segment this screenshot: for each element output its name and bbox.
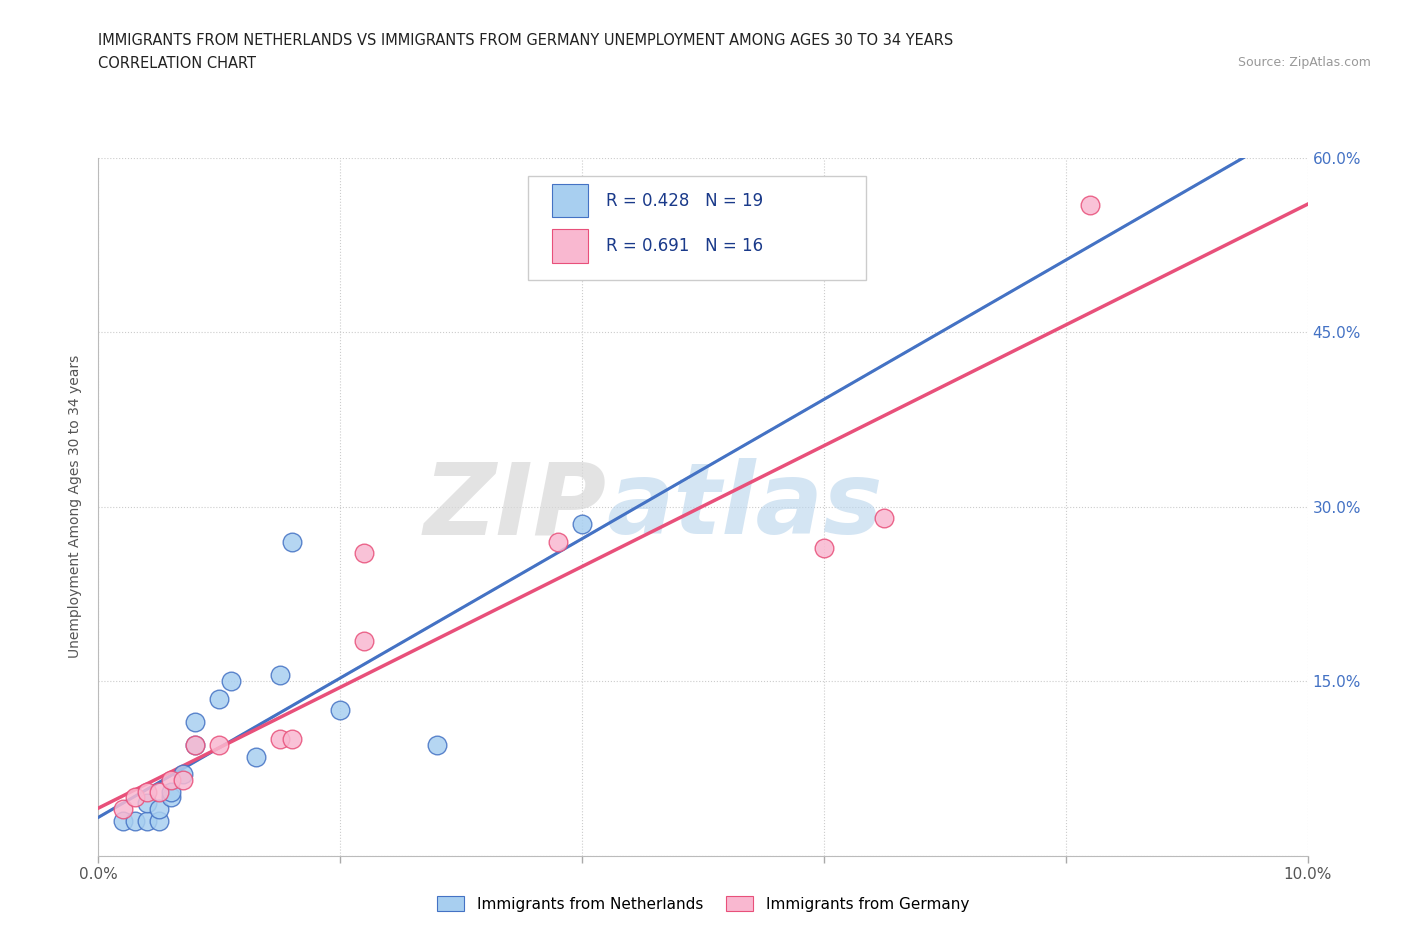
Point <box>353 633 375 648</box>
Text: R = 0.691   N = 16: R = 0.691 N = 16 <box>606 237 763 255</box>
Point <box>111 802 134 817</box>
FancyBboxPatch shape <box>527 176 866 280</box>
Point <box>184 737 207 752</box>
Point <box>160 790 183 805</box>
FancyBboxPatch shape <box>553 230 588 263</box>
Point <box>160 773 183 788</box>
Point <box>281 534 304 549</box>
Point <box>245 750 267 764</box>
Point <box>135 784 157 799</box>
Point <box>160 784 183 799</box>
Text: ZIP: ZIP <box>423 458 606 555</box>
Point <box>873 512 896 526</box>
Point <box>1078 197 1101 212</box>
Point <box>135 796 157 811</box>
Point <box>329 703 352 718</box>
Text: CORRELATION CHART: CORRELATION CHART <box>98 56 256 71</box>
Point <box>269 732 291 747</box>
Point <box>208 737 231 752</box>
Text: IMMIGRANTS FROM NETHERLANDS VS IMMIGRANTS FROM GERMANY UNEMPLOYMENT AMONG AGES 3: IMMIGRANTS FROM NETHERLANDS VS IMMIGRANT… <box>98 33 953 47</box>
Point <box>148 813 170 829</box>
Point <box>111 813 134 829</box>
Point <box>124 790 146 805</box>
Point <box>124 813 146 829</box>
Point <box>148 784 170 799</box>
Point <box>426 737 449 752</box>
Y-axis label: Unemployment Among Ages 30 to 34 years: Unemployment Among Ages 30 to 34 years <box>69 355 83 658</box>
Point <box>208 691 231 706</box>
Point <box>172 773 194 788</box>
FancyBboxPatch shape <box>553 184 588 218</box>
Point <box>269 668 291 683</box>
Point <box>547 534 569 549</box>
Legend: Immigrants from Netherlands, Immigrants from Germany: Immigrants from Netherlands, Immigrants … <box>430 889 976 918</box>
Point <box>172 766 194 781</box>
Text: R = 0.428   N = 19: R = 0.428 N = 19 <box>606 192 763 209</box>
Point <box>281 732 304 747</box>
Point <box>571 517 593 532</box>
Point <box>353 546 375 561</box>
Text: Source: ZipAtlas.com: Source: ZipAtlas.com <box>1237 56 1371 69</box>
Point <box>148 802 170 817</box>
Point <box>221 673 243 688</box>
Point <box>135 813 157 829</box>
Point <box>184 737 207 752</box>
Text: atlas: atlas <box>606 458 883 555</box>
Point <box>184 714 207 729</box>
Point <box>813 540 835 555</box>
